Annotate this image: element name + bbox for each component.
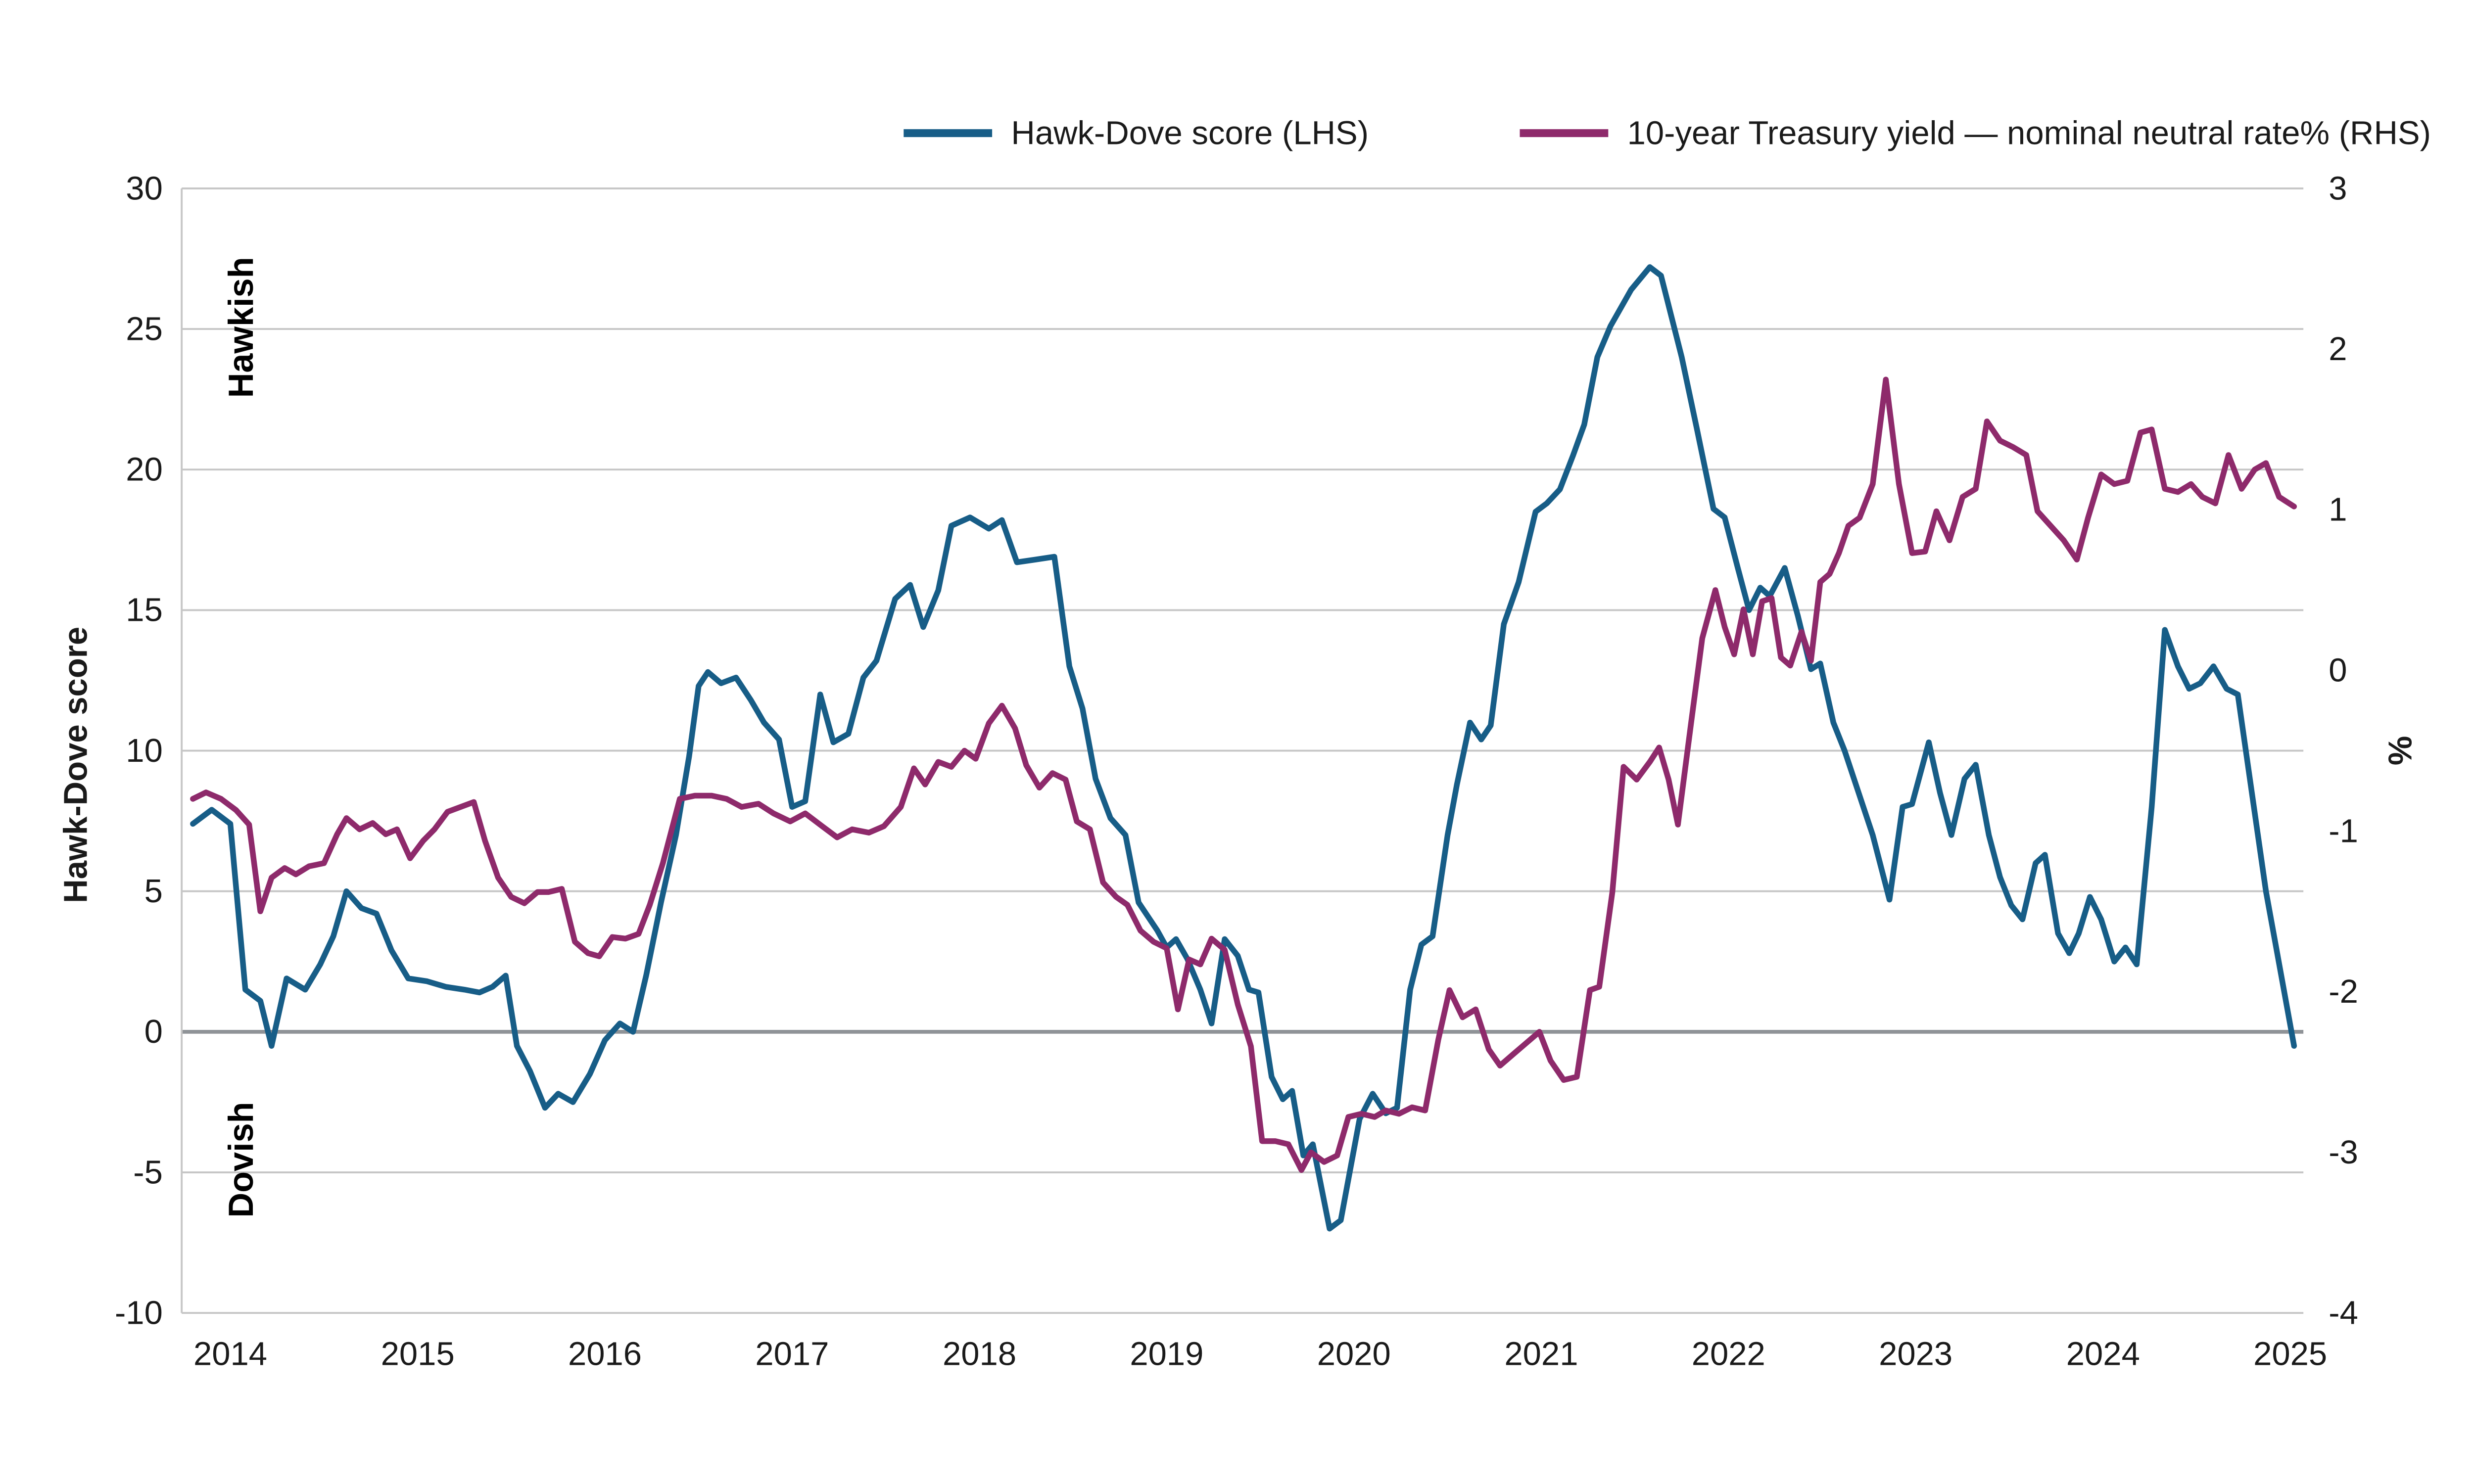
x-axis-tick-label: 2025 bbox=[2253, 1336, 2327, 1373]
left-axis-tick-label: 20 bbox=[126, 451, 163, 488]
x-axis-tick-label: 2017 bbox=[755, 1336, 829, 1373]
left-axis-title: Hawk-Dove score bbox=[57, 627, 95, 903]
series-line-treasury-yield-neutral-rate bbox=[190, 376, 2297, 1173]
left-axis-tick-label: -10 bbox=[115, 1295, 163, 1332]
x-axis-tick-label: 2024 bbox=[2066, 1336, 2140, 1373]
legend-item: Hawk-Dove score (LHS) bbox=[904, 115, 1369, 152]
x-axis-tick-label: 2021 bbox=[1504, 1336, 1578, 1373]
legend-label: Hawk-Dove score (LHS) bbox=[1011, 115, 1369, 152]
x-axis-tick-label: 2023 bbox=[1879, 1336, 1952, 1373]
hawkish-annotation: Hawkish bbox=[221, 257, 260, 398]
legend-item: 10-year Treasury yield — nominal neutral… bbox=[1520, 115, 2431, 152]
chart-legend: Hawk-Dove score (LHS) 10-year Treasury yi… bbox=[904, 115, 2431, 152]
x-axis-tick-label: 2019 bbox=[1130, 1336, 1203, 1373]
x-axis-tick-label: 2018 bbox=[943, 1336, 1016, 1373]
legend-label: 10-year Treasury yield — nominal neutral… bbox=[1627, 115, 2431, 152]
dovish-annotation: Dovish bbox=[221, 1102, 260, 1217]
left-axis-tick-label: 10 bbox=[126, 732, 163, 769]
series-line-hawk-dove-score bbox=[190, 264, 2297, 1232]
left-axis-tick-label: 5 bbox=[144, 873, 163, 910]
series-layer bbox=[190, 264, 2297, 1232]
right-axis-tick-label: -1 bbox=[2329, 812, 2358, 849]
left-axis-tick-label: 0 bbox=[144, 1013, 163, 1050]
x-axis-tick-label: 2015 bbox=[381, 1336, 455, 1373]
x-axis-tick-label: 2020 bbox=[1317, 1336, 1391, 1373]
right-axis-tick-label: 1 bbox=[2329, 491, 2347, 528]
right-axis-tick-label: 2 bbox=[2329, 330, 2347, 368]
x-axis-tick-label: 2014 bbox=[193, 1336, 267, 1373]
left-axis-tick-label: 25 bbox=[126, 310, 163, 347]
left-axis-tick-label: 15 bbox=[126, 592, 163, 629]
left-axis-tick-label: -5 bbox=[133, 1154, 163, 1191]
right-axis-title: % bbox=[2381, 736, 2419, 766]
x-axis-tick-label: 2022 bbox=[1692, 1336, 1765, 1373]
x-axis-tick-label: 2016 bbox=[568, 1336, 642, 1373]
right-axis-tick-label: -2 bbox=[2329, 973, 2358, 1010]
right-axis-tick-label: -4 bbox=[2329, 1295, 2358, 1332]
right-axis-tick-label: 0 bbox=[2329, 651, 2347, 689]
grid-layer bbox=[181, 187, 2304, 1314]
right-axis-tick-label: 3 bbox=[2329, 170, 2347, 207]
left-axis-tick-label: 30 bbox=[126, 170, 163, 207]
right-axis-tick-label: -3 bbox=[2329, 1134, 2358, 1171]
